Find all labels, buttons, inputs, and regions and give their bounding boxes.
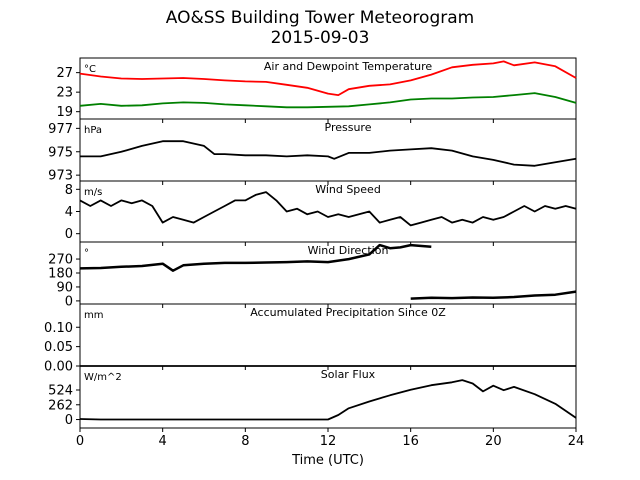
panel-unit-4: mm [84, 310, 103, 321]
x-tick-label-0: 0 [76, 434, 84, 449]
y-tick-label-0-2: 27 [56, 66, 73, 81]
y-tick-label-0-0: 19 [56, 105, 73, 120]
y-tick-label-5-2: 524 [48, 384, 73, 399]
y-tick-label-1-0: 973 [48, 169, 73, 184]
series-line-0-1 [79, 92, 577, 109]
panel-title-2: Wind Speed [315, 183, 381, 196]
series-line-3-0 [79, 243, 432, 272]
x-tick-label-3: 12 [320, 434, 337, 449]
y-tick-label-0-1: 23 [56, 86, 73, 101]
panel-title-4: Accumulated Precipitation Since 0Z [250, 306, 446, 319]
panel-unit-0: °C [84, 64, 96, 75]
panel-title-1: Pressure [325, 121, 372, 134]
series-line-1-0 [80, 140, 577, 167]
x-tick-label-1: 4 [159, 434, 167, 449]
y-tick-label-5-0: 0 [65, 413, 73, 428]
series-line-3-1 [410, 290, 577, 300]
y-tick-label-3-3: 270 [48, 253, 73, 268]
chart-title: AO&SS Building Tower Meteorogram [165, 8, 475, 28]
panel-unit-1: hPa [84, 125, 102, 136]
panel-title-5: Solar Flux [321, 368, 376, 381]
x-tick-label-4: 16 [402, 434, 419, 449]
y-tick-label-4-0: 0.00 [44, 360, 73, 375]
series-line-0-0 [79, 60, 577, 96]
x-tick-label-6: 24 [568, 434, 585, 449]
panel-unit-5: W/m^2 [84, 372, 122, 383]
y-tick-label-1-2: 977 [48, 122, 73, 137]
series-line-5-0 [79, 379, 577, 421]
panel-title-0: Air and Dewpoint Temperature [264, 60, 432, 73]
y-tick-label-1-1: 975 [48, 145, 73, 160]
series-line-2-0 [79, 191, 577, 227]
panel-unit-2: m/s [84, 187, 102, 198]
panel-unit-3: ° [84, 248, 89, 259]
x-axis-label: Time (UTC) [292, 453, 364, 468]
y-tick-label-3-2: 180 [48, 267, 73, 282]
y-tick-label-2-1: 4 [65, 205, 73, 220]
y-tick-label-2-0: 0 [65, 227, 73, 242]
y-tick-label-4-1: 0.05 [44, 340, 73, 355]
y-tick-label-5-1: 262 [48, 398, 73, 413]
x-tick-label-2: 8 [241, 434, 249, 449]
chart-date: 2015-09-03 [270, 28, 370, 48]
y-tick-label-3-0: 0 [65, 294, 73, 309]
panel-title-3: Wind Direction [308, 244, 389, 257]
x-tick-label-5: 20 [485, 434, 502, 449]
y-tick-label-4-2: 0.10 [44, 321, 73, 336]
y-tick-label-2-2: 8 [65, 183, 73, 198]
y-tick-label-3-1: 90 [56, 280, 73, 295]
